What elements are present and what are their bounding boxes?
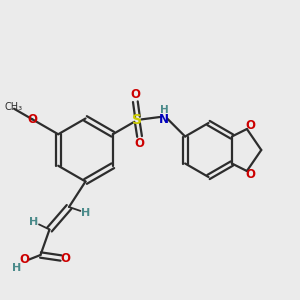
Text: O: O: [246, 119, 256, 133]
Text: O: O: [27, 113, 37, 126]
Text: H: H: [81, 208, 90, 218]
Text: S: S: [133, 113, 142, 127]
Text: CH₃: CH₃: [5, 102, 23, 112]
Text: O: O: [246, 167, 256, 181]
Text: H: H: [13, 262, 22, 273]
Text: O: O: [135, 137, 145, 150]
Text: H: H: [160, 105, 169, 116]
Text: N: N: [159, 113, 169, 126]
Text: H: H: [29, 217, 38, 227]
Text: O: O: [20, 253, 30, 266]
Text: O: O: [130, 88, 140, 101]
Text: O: O: [61, 251, 71, 265]
